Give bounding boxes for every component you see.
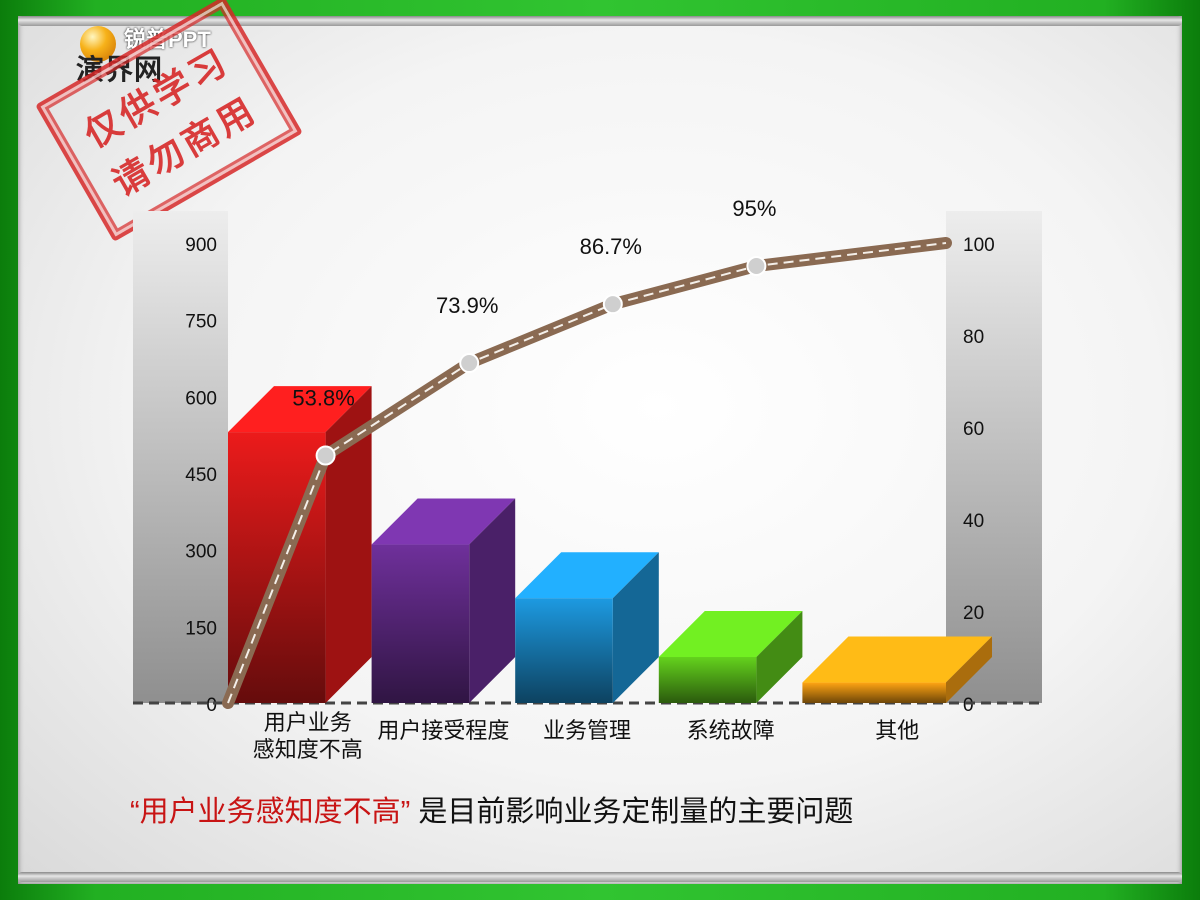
y2-tick-label: 80	[963, 327, 984, 348]
y2-tick-label: 60	[963, 419, 984, 440]
cumulative-data-label: 73.9%	[436, 293, 498, 318]
bar-side-face	[469, 498, 516, 703]
x-category-label: 用户接受程度	[377, 718, 509, 743]
x-category-label: 业务管理	[543, 718, 631, 743]
cumulative-point	[459, 353, 480, 374]
logo-orb-icon	[80, 26, 116, 62]
y-tick-label: 750	[185, 312, 217, 333]
logo-brand: 锐普PPT	[124, 27, 211, 52]
y2-tick-label: 100	[963, 235, 995, 256]
bar-top-face	[802, 636, 992, 683]
y-tick-label: 150	[185, 618, 217, 639]
right-axis-panel	[946, 211, 1042, 703]
logo-subtitle: 演界网	[76, 54, 164, 85]
y2-tick-label: 0	[963, 695, 974, 716]
bar-top-face	[228, 386, 372, 433]
y-tick-label: 300	[185, 542, 217, 563]
bottom-scroll-bar	[18, 872, 1182, 882]
x-category-label: 其他	[875, 718, 919, 743]
y-tick-label: 600	[185, 388, 217, 409]
top-scroll-bar	[18, 16, 1182, 26]
cumulative-data-label: 95%	[732, 196, 776, 221]
logo: 锐普PPT 演界网	[58, 8, 258, 85]
bar-side-face	[612, 552, 659, 703]
cumulative-point	[315, 445, 336, 466]
x-category-label: 系统故障	[687, 718, 775, 743]
bar	[371, 498, 516, 703]
y-tick-label: 900	[185, 235, 217, 256]
cumulative-line-dash	[227, 242, 947, 704]
cumulative-point	[602, 294, 623, 315]
y2-tick-label: 40	[963, 511, 984, 532]
left-axis-panel	[133, 211, 228, 703]
bar	[658, 611, 803, 703]
y-tick-label: 450	[185, 465, 217, 486]
bar	[515, 552, 659, 703]
x-category-label: 用户业务感知度不高	[253, 710, 363, 762]
bar-side-face	[325, 386, 372, 703]
caption-highlight: “用户业务感知度不高”	[130, 796, 411, 828]
bar-front-face	[515, 598, 613, 703]
bar-front-face	[371, 544, 470, 703]
caption: “用户业务感知度不高” 是目前影响业务定制量的主要问题	[130, 788, 853, 830]
cumulative-data-label: 86.7%	[580, 234, 642, 259]
bar-top-face	[658, 611, 803, 657]
bar-top-face	[515, 552, 659, 599]
y2-tick-label: 20	[963, 603, 984, 624]
bar-side-face	[756, 611, 803, 703]
bar-front-face	[802, 682, 946, 703]
cumulative-point	[746, 256, 767, 276]
bar-top-face	[371, 498, 516, 545]
y-tick-label: 0	[206, 695, 217, 716]
caption-rest: 是目前影响业务定制量的主要问题	[418, 796, 854, 828]
bar-side-face	[946, 636, 992, 703]
bar-front-face	[658, 657, 757, 703]
cumulative-data-label: 53.8%	[292, 386, 354, 411]
bar	[802, 636, 992, 703]
